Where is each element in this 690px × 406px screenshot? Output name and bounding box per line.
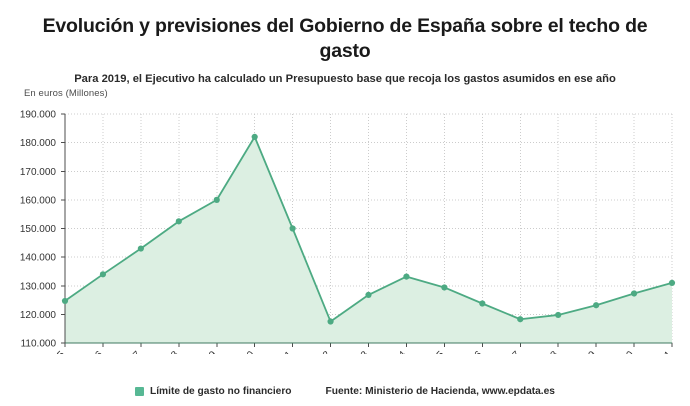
x-axis-tick-label: 2014 <box>385 349 409 354</box>
data-point-marker[interactable]: 2007: 143000 <box>137 245 144 252</box>
x-axis-tick-label: 2017 <box>499 349 523 354</box>
data-point-marker[interactable]: 2016: 123800 <box>479 300 486 307</box>
y-axis-tick-label: 160.000 <box>20 195 57 206</box>
y-axis-unit-label: En euros (Millones) <box>24 88 108 99</box>
data-point-marker[interactable]: 2013: 126800 <box>365 291 372 299</box>
x-axis-tick-label: 2008 <box>157 349 181 354</box>
page-title: Evolución y previsiones del Gobierno de … <box>42 15 648 62</box>
data-point-marker[interactable]: 2020: 127300 <box>630 290 638 297</box>
data-point-marker[interactable]: 2021: 131000 <box>668 279 676 286</box>
x-axis-tick-label: 2016 <box>461 349 485 354</box>
y-axis-tick-label: 140.000 <box>20 253 57 264</box>
plot-area: 110.000 120.000 130.000 140.000 150.000 160.0… <box>0 104 690 354</box>
x-axis-tick-label: 2015 <box>423 349 447 354</box>
source-note: Fuente: Ministerio de Hacienda, www.epda… <box>325 386 555 397</box>
data-point-marker[interactable]: 2012: 117500 <box>327 318 334 325</box>
legend-label: Límite de gasto no financiero <box>150 386 292 397</box>
x-axis-tick-label: 2007 <box>119 349 143 354</box>
x-axis-tick-label: 2012 <box>309 349 333 354</box>
data-point-marker[interactable]: 2011: 150000 <box>289 225 296 232</box>
data-point-marker[interactable]: 2014: 133200 <box>403 273 410 280</box>
chart-canvas: 110.000 120.000 130.000 140.000 150.000 160.0… <box>20 110 676 354</box>
y-axis-tick-label: 120.000 <box>20 310 57 321</box>
x-axis-tick-label: 2020 <box>613 349 637 354</box>
x-axis-tick-label: 2011 <box>272 349 295 354</box>
y-axis-tick-label: 190.000 <box>20 110 57 121</box>
data-point-marker[interactable]: 2017: 118300 <box>517 316 524 323</box>
data-point-marker[interactable]: 2005: 124700 <box>61 297 69 305</box>
x-axis-tick-label: 2018 <box>537 349 561 354</box>
x-axis-tick-label: 2010 <box>233 349 257 354</box>
data-point-marker[interactable]: 2006: 134000 <box>99 271 107 278</box>
data-point-marker[interactable]: 2019: 123200 <box>593 302 600 309</box>
x-axis-tick-label: 2019 <box>575 349 599 354</box>
x-axis-tick-label: 2006 <box>82 349 106 354</box>
chart-footer: Límite de gasto no financiero Fuente: Mi… <box>0 386 690 397</box>
data-point-marker[interactable]: 2015: 129400 <box>441 284 448 291</box>
y-axis-tick-label: 110.000 <box>21 339 57 350</box>
chart-header: Evolución y previsiones del Gobierno de … <box>0 0 690 86</box>
x-axis-tick-label: 2005 <box>44 349 68 354</box>
legend-item-limite-gasto[interactable]: Límite de gasto no financiero <box>135 386 292 397</box>
legend-swatch-icon <box>135 387 144 396</box>
y-axis-tick-label: 150.000 <box>20 224 57 235</box>
x-axis-tick-label: 2013 <box>347 349 371 354</box>
series-area-fill <box>65 136 672 343</box>
data-point-marker[interactable]: 2018: 119800 <box>555 311 562 319</box>
y-axis-tick-label: 130.000 <box>20 281 57 292</box>
y-axis-tick-label: 180.000 <box>20 138 57 149</box>
chart-subtitle: Para 2019, el Ejecutivo ha calculado un … <box>74 72 616 85</box>
data-point-marker[interactable]: 2010: 182000 <box>251 133 258 140</box>
y-axis-tick-label: 170.000 <box>20 167 57 178</box>
x-axis-tick-label: 2021 <box>651 349 675 354</box>
data-point-marker[interactable]: 2008: 152500 <box>175 218 182 225</box>
x-axis-tick-label: 2009 <box>195 349 219 354</box>
data-point-marker[interactable]: 2009: 160000 <box>213 196 220 203</box>
